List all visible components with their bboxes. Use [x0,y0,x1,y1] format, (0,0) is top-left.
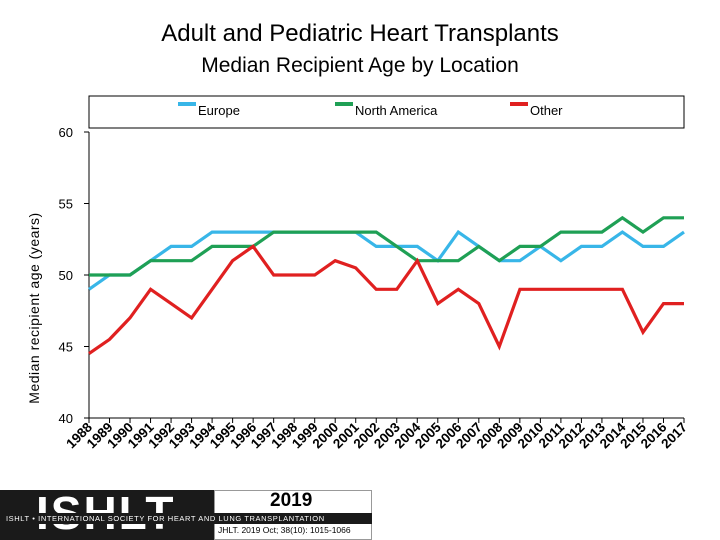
footer-year: 2019 [270,490,313,511]
y-tick-label: 50 [59,268,73,283]
series-line-north-america [89,215,684,277]
y-tick-label: 55 [59,197,73,212]
legend-box [88,95,685,129]
y-tick-label: 45 [59,340,73,355]
legend-label-europe: Europe [198,103,240,118]
series-line-other [88,244,684,355]
chart-title: Adult and Pediatric Heart Transplants [161,20,559,47]
chart-subtitle: Median Recipient Age by Location [201,54,519,77]
legend-label-other: Other [530,103,563,118]
legend-label-north-america: North America [355,103,438,118]
y-axis-label: Median recipient age (years) [26,212,42,403]
series-line-europe [88,229,685,291]
y-tick-label: 40 [59,411,73,426]
y-tick-label: 60 [59,125,73,140]
footer-citation: JHLT. 2019 Oct; 38(10): 1015-1066 [218,525,351,535]
legend: Europe North America Other [88,95,685,129]
series-layer [88,215,685,355]
org-name-band: ISHLT • INTERNATIONAL SOCIETY FOR HEART … [0,513,372,524]
